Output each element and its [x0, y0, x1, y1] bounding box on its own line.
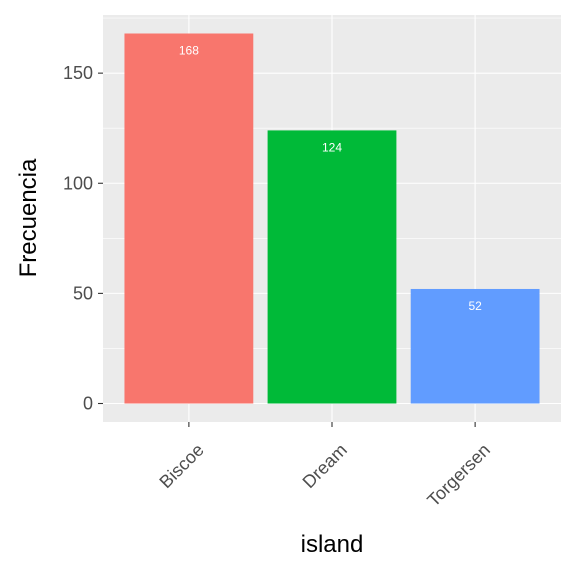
bar-biscoe: [124, 33, 254, 404]
bar-value-label: 168: [179, 44, 199, 58]
y-axis-ticks: 0 50 100 150: [63, 63, 103, 414]
bar-dream: [267, 130, 397, 404]
y-tick-label: 100: [63, 173, 93, 193]
bar-value-label: 52: [468, 299, 482, 313]
x-axis-title: island: [301, 531, 364, 558]
y-tick-label: 0: [83, 394, 93, 414]
bars: [124, 33, 540, 404]
y-tick-label: 150: [63, 63, 93, 83]
y-tick-label: 50: [73, 283, 93, 303]
bar-value-labels: 168 124 52: [179, 44, 482, 313]
y-axis-title: Frecuencia: [15, 158, 42, 277]
bar-value-label: 124: [322, 140, 342, 154]
bar-torgersen: [410, 288, 540, 404]
